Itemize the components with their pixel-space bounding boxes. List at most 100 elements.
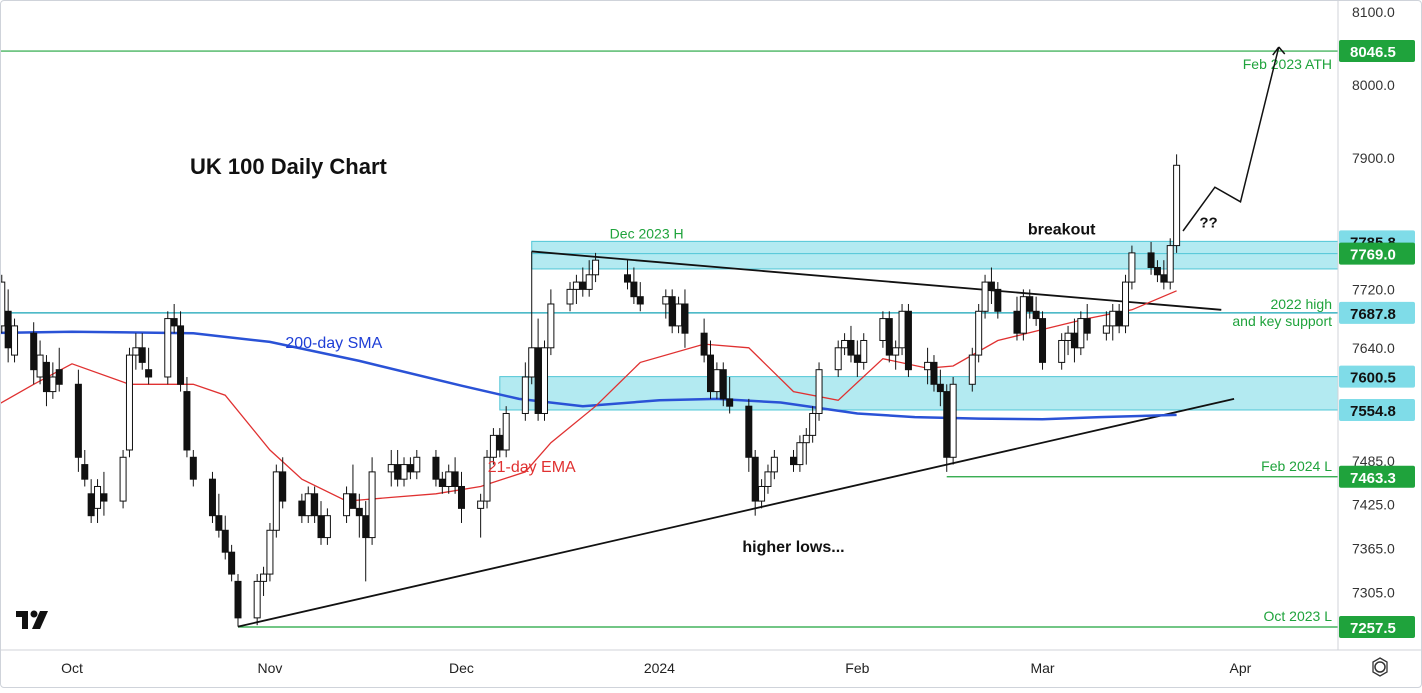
candle-body	[585, 274, 593, 290]
candle-body	[438, 478, 446, 487]
candle-body	[943, 391, 951, 458]
candle	[208, 471, 216, 523]
candle-body	[55, 369, 63, 385]
candle-body	[662, 296, 670, 305]
candle-body	[221, 529, 229, 553]
candle-body	[253, 580, 261, 619]
zones-layer	[499, 240, 1339, 411]
candle	[853, 340, 861, 377]
annotation: 200-day SMA	[285, 335, 382, 352]
candle-body	[406, 464, 414, 473]
candle	[343, 486, 351, 523]
price-tick-label: 7305.0	[1352, 584, 1395, 600]
candle-body	[745, 405, 753, 458]
tv-logo-dot	[30, 610, 38, 618]
candle-body	[904, 310, 912, 371]
level-label: Feb 2023 ATH	[1243, 56, 1332, 72]
candle	[790, 449, 798, 472]
candle-body	[1083, 318, 1091, 334]
price-axis: 8100.0 8000.0 7900.0 7720.0 7640.0 7485.0 7425…	[1337, 0, 1422, 688]
candle-body	[343, 493, 351, 517]
candle	[630, 267, 638, 304]
candle	[949, 376, 957, 465]
price-label-box	[1339, 40, 1415, 63]
candle-body	[630, 281, 638, 298]
time-tick-label: Oct	[61, 660, 83, 676]
price-label-box	[1339, 365, 1415, 388]
candle-body	[815, 369, 823, 414]
candle-body	[853, 354, 861, 363]
candle	[726, 376, 734, 414]
candle	[636, 282, 644, 312]
time-tick-label: 2024	[644, 660, 675, 676]
price-tick-label: 7900.0	[1352, 150, 1395, 166]
candle-body	[49, 376, 57, 393]
candle-body	[0, 281, 6, 327]
candle-body	[566, 288, 574, 305]
candle	[758, 479, 766, 509]
candle-body	[764, 471, 772, 487]
candle-body	[521, 376, 529, 414]
candle	[796, 435, 804, 472]
candle	[451, 457, 459, 494]
candle	[0, 274, 6, 334]
candle	[834, 340, 842, 377]
candle	[802, 428, 810, 465]
candle-body	[1077, 318, 1085, 349]
candle-body	[368, 471, 376, 539]
candle	[387, 449, 395, 487]
candle	[521, 362, 529, 421]
candle	[279, 457, 287, 509]
trendline-support	[237, 398, 1235, 628]
time-tick-label: Apr	[1230, 660, 1252, 676]
candle	[94, 479, 102, 523]
annotation: 21-day EMA	[488, 459, 576, 476]
candle	[534, 318, 542, 421]
candle-body	[125, 354, 133, 451]
level-label: 2022 high	[1270, 296, 1332, 312]
price-tick-label: 7365.0	[1352, 541, 1395, 557]
candle-body	[81, 464, 89, 480]
price-axis-background	[1338, 0, 1422, 688]
level-label: Feb 2024 L	[1261, 458, 1332, 474]
candle-body	[592, 259, 600, 276]
price-label-box	[1339, 301, 1415, 324]
candle	[215, 493, 223, 538]
candle	[432, 449, 440, 487]
time-tick-label: Feb	[845, 660, 869, 676]
candle	[87, 479, 95, 523]
candle-body	[234, 580, 242, 619]
candle	[943, 384, 951, 472]
candle-body	[272, 471, 280, 531]
tradingview-logo	[16, 610, 48, 629]
settings-icon[interactable]	[1372, 657, 1388, 677]
candle	[100, 471, 108, 516]
candle	[968, 347, 976, 392]
candle	[745, 398, 753, 472]
candle-body	[758, 485, 766, 502]
candle	[74, 369, 82, 472]
candle	[317, 501, 325, 545]
candle-body	[770, 456, 778, 473]
candle	[860, 333, 868, 370]
candle	[138, 333, 146, 370]
candle-body	[534, 347, 542, 414]
candle	[394, 449, 402, 487]
candle	[1019, 289, 1027, 341]
candle	[1122, 274, 1130, 334]
candle	[496, 428, 504, 458]
candle-body	[675, 303, 683, 327]
candle-body	[387, 464, 395, 473]
candle	[1115, 303, 1123, 334]
candle-body	[898, 310, 906, 349]
price-label-text: 7687.8	[1350, 306, 1396, 323]
time-axis: Oct Nov Dec 2024 Feb Mar Apr	[0, 649, 1422, 677]
candle-body	[304, 493, 312, 517]
candle	[400, 457, 408, 487]
candle	[847, 325, 855, 363]
candle	[936, 369, 944, 407]
price-label-box	[1339, 465, 1415, 488]
candle	[994, 282, 1002, 319]
candle-body	[177, 325, 185, 385]
